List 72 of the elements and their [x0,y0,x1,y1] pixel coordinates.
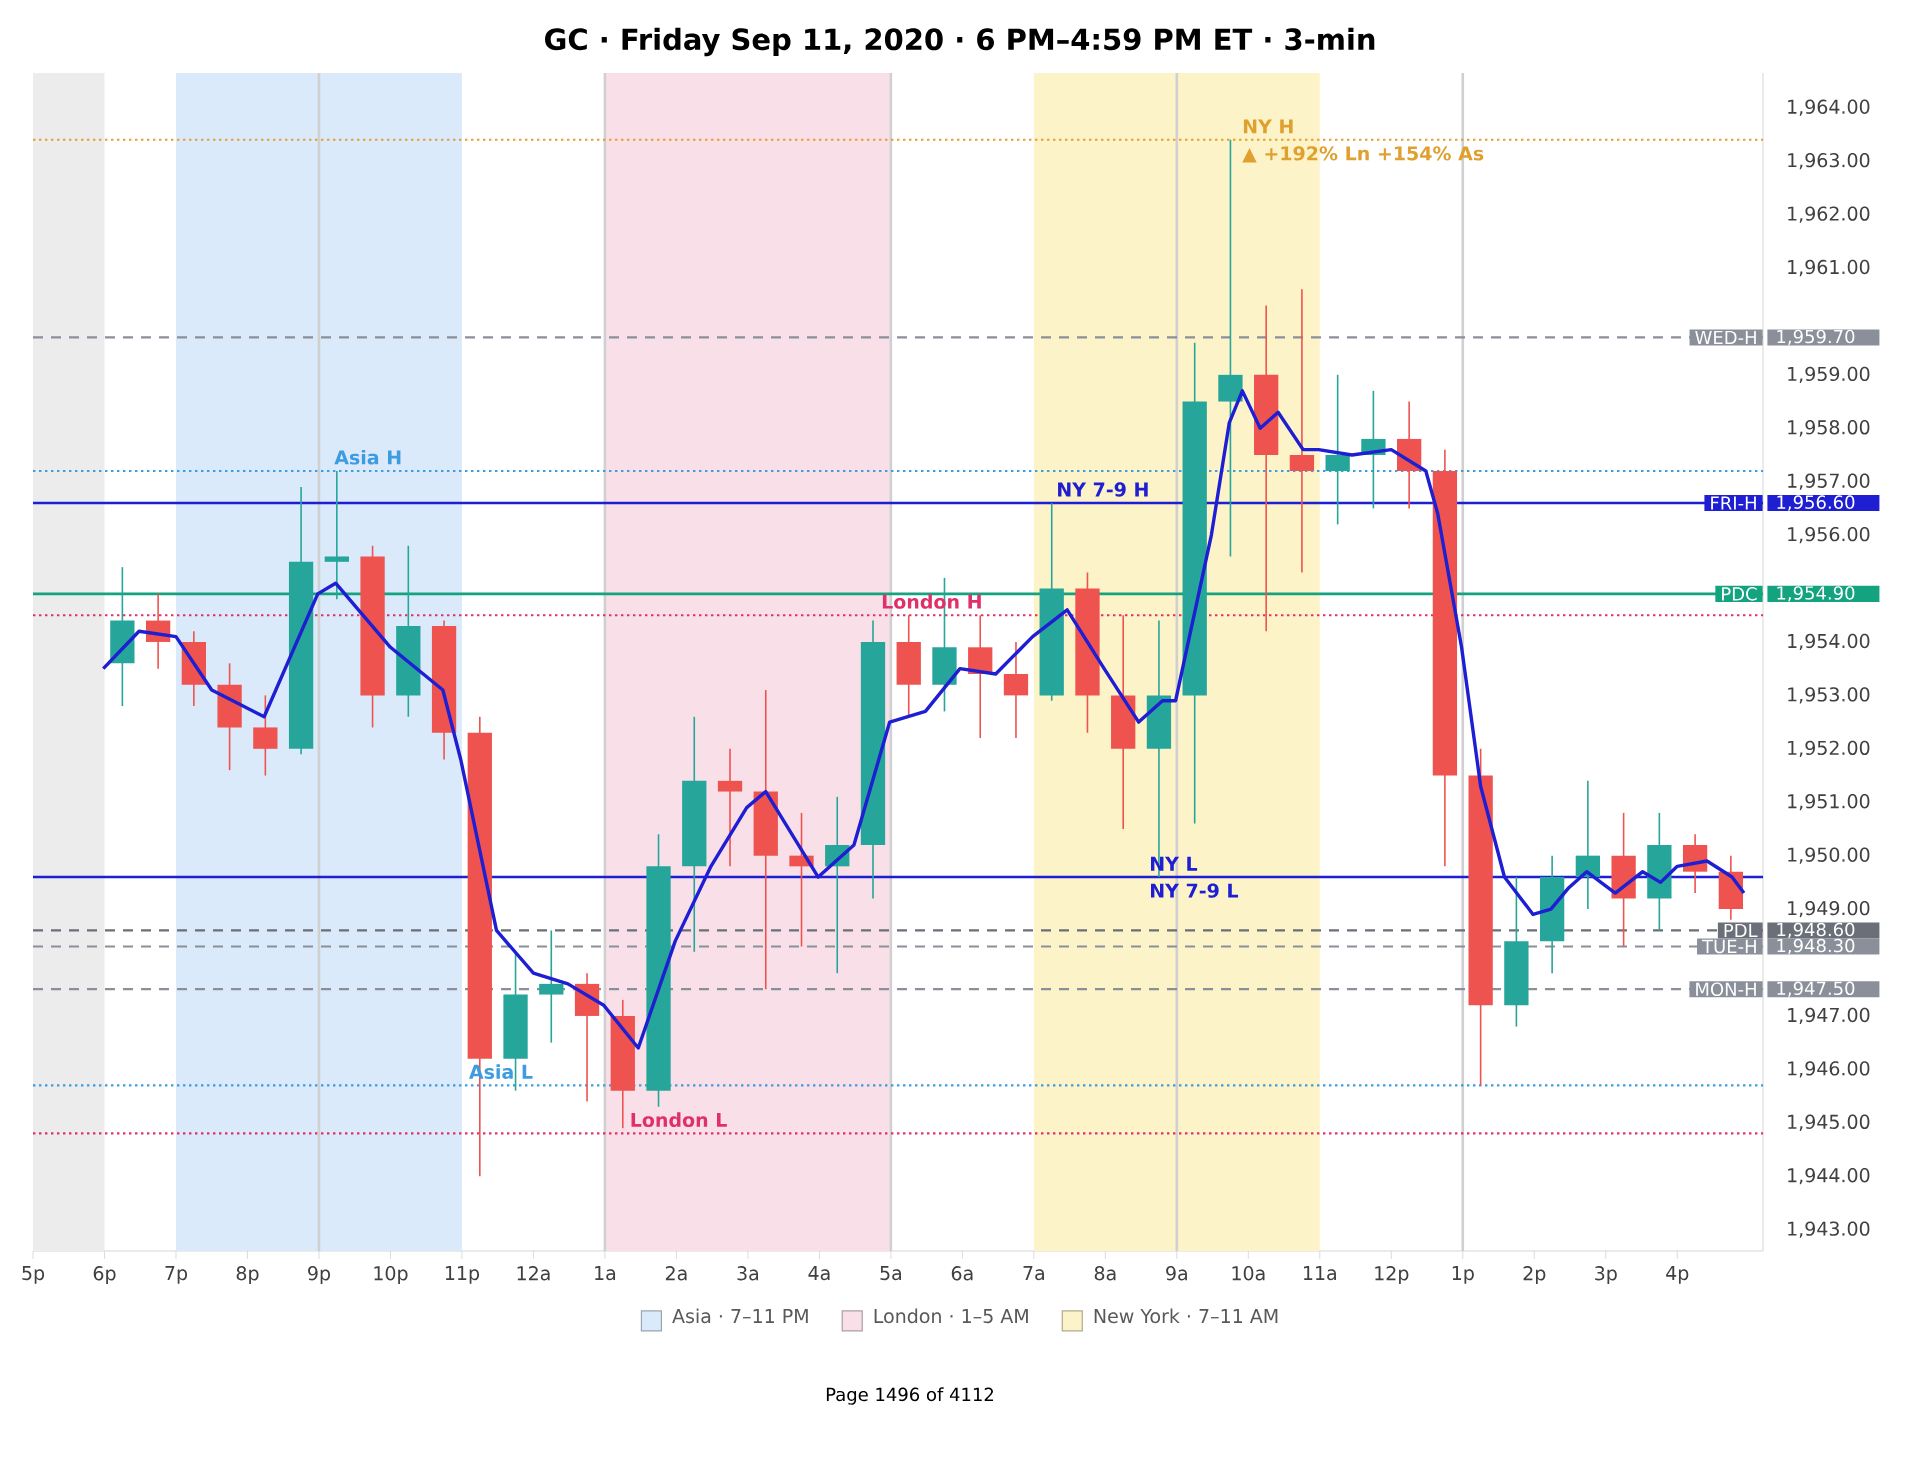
y-tick-label: 1,961.00 [1788,259,1870,277]
y-tick-label: 1,945.00 [1788,1114,1870,1131]
y-tick-label: 1,962.00 [1788,206,1870,223]
legend-label: London · 1–5 AM [874,1308,1028,1324]
annotation: 1,948.30 [1777,938,1855,955]
annotation: 1,959.70 [1777,329,1855,346]
candlestick [324,470,349,601]
y-tick-label: 1,951.00 [1788,794,1870,811]
x-tick-label: 8a [1094,1266,1116,1281]
x-tick-label: 6p [93,1266,116,1285]
x-tick-label: 12a [517,1266,550,1281]
annotation: 1,956.60 [1777,495,1855,511]
annotation: ▲ +192% Ln +154% As [1242,146,1484,163]
x-tick-label: 4p [1666,1266,1689,1284]
y-tick-label: 1,947.00 [1788,1007,1870,1025]
x-tick-label: 11p [445,1266,480,1284]
y-tick-label: 1,954.00 [1788,633,1870,651]
y-tick-label: 1,957.00 [1788,473,1870,490]
x-tick-label: 5p [22,1266,45,1284]
y-tick-label: 1,956.00 [1788,526,1870,544]
legend-label: Asia · 7–11 PM [672,1308,808,1324]
y-tick-label: 1,943.00 [1788,1221,1870,1238]
y-tick-label: 1,958.00 [1788,420,1870,437]
x-tick-label: 2p [1523,1266,1546,1285]
annotation: 1,947.50 [1777,981,1855,997]
x-tick-label: 1a [595,1266,616,1281]
x-tick-label: 10a [1232,1266,1265,1281]
x-tick-label: 11a [1303,1266,1336,1281]
x-tick-label: 3a [737,1266,759,1281]
annotation: NY H [1243,119,1293,134]
x-tick-label: 10p [374,1266,408,1285]
ref-line-label: WED-H [1695,330,1756,344]
y-tick-label: 1,946.00 [1788,1061,1870,1078]
annotation: 1,954.90 [1777,586,1855,602]
x-tick-label: 2a [665,1266,687,1281]
candlestick [717,748,743,868]
ref-line-label: FRI-H [1711,496,1756,510]
ref-line-label: PDL [1724,923,1758,938]
annotation: London L [631,1112,727,1128]
y-tick-label: 1,964.00 [1788,99,1870,116]
candlestick [539,929,564,1044]
ref-line-label: PDC [1722,587,1757,601]
annotation: NY 7-9 H [1058,482,1148,497]
x-tick-label: 6a [951,1266,973,1281]
x-tick-label: 12p [1375,1266,1409,1285]
annotation: 1,948.60 [1777,922,1855,939]
x-tick-label: 7p [165,1266,188,1284]
x-tick-label: 8p [236,1266,259,1285]
x-tick-label: 4a [808,1266,830,1281]
candlestick [1289,288,1315,574]
legend-label: New York · 7–11 AM [1094,1308,1278,1324]
y-tick-label: 1,963.00 [1788,152,1870,170]
ref-line-label: TUE-H [1701,939,1756,954]
x-tick-label: 7a [1023,1266,1044,1281]
x-tick-label: 1p [1452,1266,1474,1284]
y-tick-label: 1,950.00 [1788,847,1870,864]
y-tick-label: 1,949.00 [1788,900,1870,918]
x-tick-label: 5a [880,1266,901,1281]
y-tick-label: 1,953.00 [1788,687,1870,704]
candlestick [1325,374,1350,526]
x-tick-label: 3p [1595,1266,1617,1285]
ref-line-label: MON-H [1696,982,1756,997]
y-tick-label: 1,959.00 [1788,366,1870,383]
candlestick [1218,138,1243,558]
y-tick-label: 1,952.00 [1788,740,1870,757]
chart-title: GC · Friday Sep 11, 2020 · 6 PM–4:59 PM ET · 3-min [545,27,1375,57]
text: Page 1496 of 4112 [826,1387,994,1405]
x-tick-label: 9a [1166,1266,1187,1281]
y-tick-label: 1,944.00 [1788,1168,1870,1185]
annotation: NY 7-9 L [1151,883,1239,898]
annotation: Asia H [334,449,401,465]
x-tick-label: 9p [308,1266,331,1285]
